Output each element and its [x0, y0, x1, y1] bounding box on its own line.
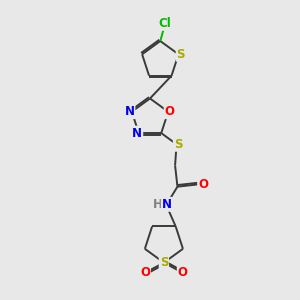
Text: S: S: [177, 48, 185, 61]
Text: O: O: [140, 266, 150, 279]
Text: S: S: [160, 256, 168, 269]
Text: O: O: [165, 105, 175, 118]
Text: H: H: [153, 198, 163, 211]
Text: Cl: Cl: [158, 17, 171, 30]
Text: N: N: [124, 105, 134, 118]
Text: N: N: [162, 198, 172, 211]
Text: O: O: [198, 178, 208, 191]
Text: S: S: [174, 138, 182, 151]
Text: N: N: [132, 127, 142, 140]
Text: O: O: [178, 266, 188, 279]
